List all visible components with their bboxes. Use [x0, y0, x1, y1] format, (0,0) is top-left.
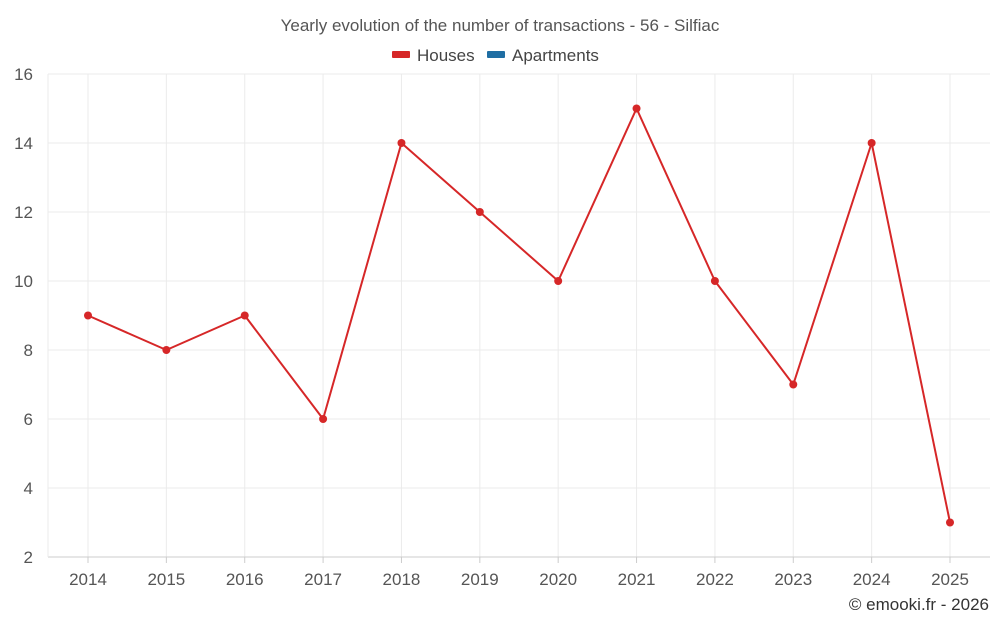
data-point-houses-2020[interactable] — [554, 277, 563, 285]
data-point-houses-2014[interactable] — [84, 311, 92, 320]
x-tick-label: 2017 — [304, 570, 342, 589]
y-tick-label: 6 — [24, 410, 33, 429]
legend-item-apartments[interactable]: Apartments — [487, 46, 599, 65]
data-point-houses-2025[interactable] — [946, 518, 954, 527]
chart-title: Yearly evolution of the number of transa… — [281, 16, 720, 35]
x-tick-label: 2021 — [618, 570, 656, 589]
y-tick-label: 14 — [14, 134, 33, 153]
x-tick-label: 2023 — [774, 570, 812, 589]
y-tick-label: 16 — [14, 65, 33, 84]
x-tick-label: 2022 — [696, 570, 734, 589]
series — [84, 104, 954, 527]
y-tick-label: 4 — [24, 479, 33, 498]
data-point-houses-2022[interactable] — [710, 277, 719, 285]
data-point-houses-2016[interactable] — [240, 311, 249, 320]
x-tick-label: 2024 — [853, 570, 891, 589]
x-tick-label: 2014 — [69, 570, 107, 589]
data-point-houses-2015[interactable] — [162, 346, 171, 354]
x-axis-ticks: 2014 2015 2016 2017 2018 2019 2020 2021 2022 2023… — [69, 570, 969, 589]
y-tick-label: 12 — [14, 203, 33, 222]
x-tick-label: 2015 — [147, 570, 185, 589]
credit-text: © emooki.fr - 2026 — [849, 595, 989, 614]
y-axis-ticks: 2 4 6 8 10 12 14 16 — [14, 65, 33, 567]
y-tick-label: 10 — [14, 272, 33, 291]
x-tick-label: 2019 — [461, 570, 499, 589]
data-point-houses-2021[interactable] — [632, 104, 641, 113]
y-tick-label: 8 — [24, 341, 33, 360]
legend-swatch-houses — [392, 51, 410, 58]
legend-swatch-apartments — [487, 51, 505, 58]
data-point-houses-2019[interactable] — [475, 208, 484, 216]
data-point-houses-2024[interactable] — [867, 139, 876, 147]
legend-item-houses[interactable]: Houses — [392, 46, 475, 65]
x-tick-label: 2016 — [226, 570, 264, 589]
x-tick-label: 2025 — [931, 570, 969, 589]
gridlines — [48, 73, 990, 557]
x-tick-label: 2020 — [539, 570, 577, 589]
data-point-houses-2017[interactable] — [319, 415, 328, 423]
series-line-houses — [87, 107, 951, 523]
legend: Houses Apartments — [392, 46, 599, 65]
legend-label-houses: Houses — [417, 46, 475, 65]
legend-label-apartments: Apartments — [512, 46, 599, 65]
axes — [47, 74, 990, 563]
y-tick-label: 2 — [24, 548, 33, 567]
data-point-houses-2018[interactable] — [397, 139, 406, 147]
x-tick-label: 2018 — [383, 570, 421, 589]
data-point-houses-2023[interactable] — [789, 380, 798, 389]
